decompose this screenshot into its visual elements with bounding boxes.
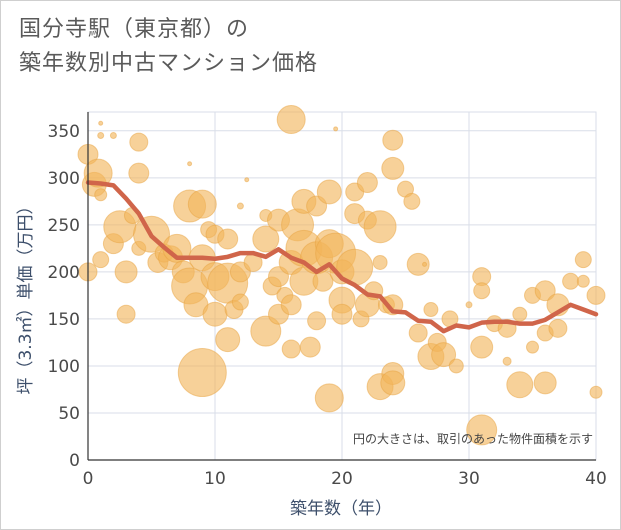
bubble-point bbox=[333, 126, 339, 132]
trend-line bbox=[85, 180, 599, 334]
bubble-point bbox=[97, 132, 105, 140]
bubble-point bbox=[382, 129, 404, 151]
bubble-point bbox=[244, 177, 250, 183]
bubble-point bbox=[215, 327, 241, 353]
bubble-point bbox=[502, 356, 512, 366]
bubble-point bbox=[586, 285, 606, 305]
bubble-point bbox=[465, 301, 473, 309]
chart-title-line-2: 築年数別中古マンション価格 bbox=[19, 51, 319, 76]
bubble-point bbox=[506, 371, 534, 399]
x-tick-label: 30 bbox=[458, 469, 480, 489]
bubble-point bbox=[380, 370, 406, 396]
bubble-point bbox=[448, 358, 464, 374]
bubble-point bbox=[128, 162, 150, 184]
bubble-point bbox=[422, 261, 428, 267]
bubble-point bbox=[406, 252, 430, 276]
chart-title: 国分寺駅（東京都）の 築年数別中古マンション価格 bbox=[19, 13, 579, 81]
bubble-point bbox=[116, 304, 136, 324]
bubble-point bbox=[533, 371, 557, 395]
y-tick-label: 250 bbox=[48, 216, 80, 236]
x-tick-label: 40 bbox=[585, 469, 607, 489]
y-tick-label: 200 bbox=[48, 263, 80, 283]
bubble-point bbox=[408, 323, 428, 343]
axes: 0 10 20 30 40 0 50 100 150 200 250 300 350 bbox=[48, 112, 607, 489]
bubble-layer bbox=[77, 105, 606, 446]
bubble-point bbox=[83, 158, 113, 188]
x-tick-label: 20 bbox=[331, 469, 353, 489]
bubble-point bbox=[431, 342, 457, 368]
bubble-point bbox=[372, 254, 388, 270]
bubble-point bbox=[236, 202, 244, 210]
bubble-point bbox=[314, 383, 344, 413]
trend-line-layer bbox=[85, 180, 599, 334]
bubble-point bbox=[512, 306, 528, 322]
bubble-point bbox=[250, 315, 282, 347]
bubble-point bbox=[423, 302, 439, 318]
bubble-point bbox=[177, 348, 227, 398]
bubble-point bbox=[109, 132, 117, 140]
y-tick-label: 300 bbox=[48, 169, 80, 189]
y-tick-label: 50 bbox=[58, 404, 80, 424]
bubble-point bbox=[363, 210, 397, 244]
bubble-point bbox=[403, 192, 421, 210]
bubble-point bbox=[187, 161, 193, 167]
y-tick-label: 100 bbox=[48, 357, 80, 377]
bubble-point bbox=[307, 311, 327, 331]
x-tick-label: 0 bbox=[83, 469, 94, 489]
bubble-point bbox=[526, 340, 539, 354]
bubble-point bbox=[312, 270, 334, 292]
bubble-point bbox=[98, 120, 104, 126]
bubble-point bbox=[92, 251, 110, 269]
bubble-point bbox=[276, 105, 306, 135]
bubble-point bbox=[94, 188, 108, 202]
bubble-point bbox=[281, 339, 301, 359]
bubble-point bbox=[562, 272, 580, 290]
bubble-point bbox=[217, 228, 239, 250]
bubble-point bbox=[129, 132, 149, 152]
bubble-point bbox=[574, 251, 592, 269]
bubble-point bbox=[534, 280, 556, 302]
bubble-point bbox=[299, 336, 321, 358]
x-tick-label: 10 bbox=[204, 469, 226, 489]
bubble-point bbox=[466, 414, 498, 446]
bubble-point bbox=[252, 225, 280, 253]
grid-lines bbox=[87, 111, 597, 461]
y-axis-label: 坪（3.3㎡）単価（万円） bbox=[16, 197, 36, 394]
bubble-point bbox=[316, 179, 342, 205]
bubble-point bbox=[280, 294, 302, 316]
chart-title-line-1: 国分寺駅（東京都）の bbox=[19, 17, 250, 42]
bubble-point bbox=[589, 385, 603, 399]
y-tick-label: 350 bbox=[48, 122, 80, 142]
bubble-point bbox=[202, 301, 228, 327]
y-tick-label: 0 bbox=[69, 451, 80, 471]
x-axis-label: 築年数（年） bbox=[290, 499, 392, 519]
bubble-point bbox=[473, 282, 491, 300]
bubble-point bbox=[470, 335, 494, 359]
bubble-point bbox=[331, 303, 353, 325]
bubble-size-note: 円の大きさは、取引のあった物件面積を示す bbox=[353, 431, 593, 446]
y-tick-label: 150 bbox=[48, 310, 80, 330]
bubble-point bbox=[576, 274, 590, 288]
bubble-point bbox=[231, 293, 249, 311]
bubble-point bbox=[548, 318, 568, 338]
bubble-point bbox=[187, 189, 217, 219]
bubble-point bbox=[114, 260, 138, 284]
bubble-point bbox=[381, 156, 405, 180]
bubble-point bbox=[356, 172, 378, 194]
